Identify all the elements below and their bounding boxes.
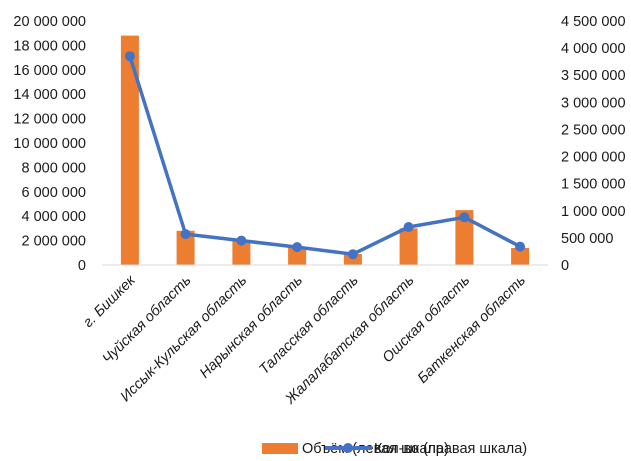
legend-swatch-bars bbox=[262, 443, 298, 454]
line-point bbox=[292, 242, 303, 253]
left-tick-label: 6 000 000 bbox=[21, 185, 86, 201]
left-tick-label: 10 000 000 bbox=[13, 136, 86, 152]
category-label: Нарынская область bbox=[197, 273, 306, 382]
left-tick-label: 2 000 000 bbox=[21, 234, 86, 250]
right-tick-label: 3 000 000 bbox=[561, 95, 626, 111]
line-point bbox=[515, 241, 526, 252]
right-tick-label: 1 000 000 bbox=[561, 204, 626, 220]
category-label: г. Бишкек bbox=[80, 272, 139, 331]
right-tick-label: 2 000 000 bbox=[561, 150, 626, 166]
line-point bbox=[236, 235, 247, 246]
left-tick-label: 4 000 000 bbox=[21, 209, 86, 225]
line-point bbox=[403, 222, 414, 232]
bar bbox=[232, 240, 251, 265]
bar bbox=[288, 246, 307, 265]
right-tick-label: 4 500 000 bbox=[561, 14, 626, 30]
legend-label-bars: Объём (левая шкала) bbox=[302, 441, 449, 457]
line-point bbox=[459, 212, 470, 223]
series-line bbox=[128, 55, 521, 256]
bar-series bbox=[120, 35, 530, 265]
right-axis: 0 500 000 1 000 000 1 500 000 2 000 000 2 500… bbox=[561, 14, 626, 274]
bar bbox=[120, 35, 139, 265]
line-point bbox=[180, 229, 191, 240]
bar bbox=[511, 247, 530, 265]
bar bbox=[343, 254, 362, 265]
legend-label-line: Кол-во (правая шкала) bbox=[374, 441, 527, 457]
right-tick-label: 1 500 000 bbox=[561, 177, 626, 193]
line-series bbox=[124, 51, 526, 260]
right-tick-label: 0 bbox=[561, 258, 569, 274]
right-tick-label: 3 500 000 bbox=[561, 68, 626, 84]
legend: Объём (левая шкала) Кол-во (правая шкала… bbox=[262, 441, 527, 457]
left-tick-label: 20 000 000 bbox=[13, 14, 86, 30]
left-tick-label: 8 000 000 bbox=[21, 160, 86, 176]
left-tick-label: 18 000 000 bbox=[13, 38, 86, 54]
left-axis: 0 2 000 000 4 000 000 6 000 000 8 000 000 10 … bbox=[13, 14, 86, 274]
bar bbox=[399, 228, 418, 265]
left-tick-label: 0 bbox=[78, 258, 86, 274]
left-tick-label: 14 000 000 bbox=[13, 87, 86, 103]
left-tick-label: 12 000 000 bbox=[13, 112, 86, 128]
line-point bbox=[124, 51, 135, 62]
right-tick-label: 4 000 000 bbox=[561, 41, 626, 57]
right-tick-label: 2 500 000 bbox=[561, 122, 626, 138]
bar bbox=[176, 230, 195, 265]
category-label: Таласская область bbox=[256, 273, 361, 378]
line-point bbox=[347, 249, 358, 260]
bar bbox=[455, 210, 474, 265]
category-label: Баткенская область bbox=[415, 273, 529, 387]
right-tick-label: 500 000 bbox=[561, 231, 613, 247]
legend-swatch-marker bbox=[343, 443, 353, 453]
left-tick-label: 16 000 000 bbox=[13, 63, 86, 79]
